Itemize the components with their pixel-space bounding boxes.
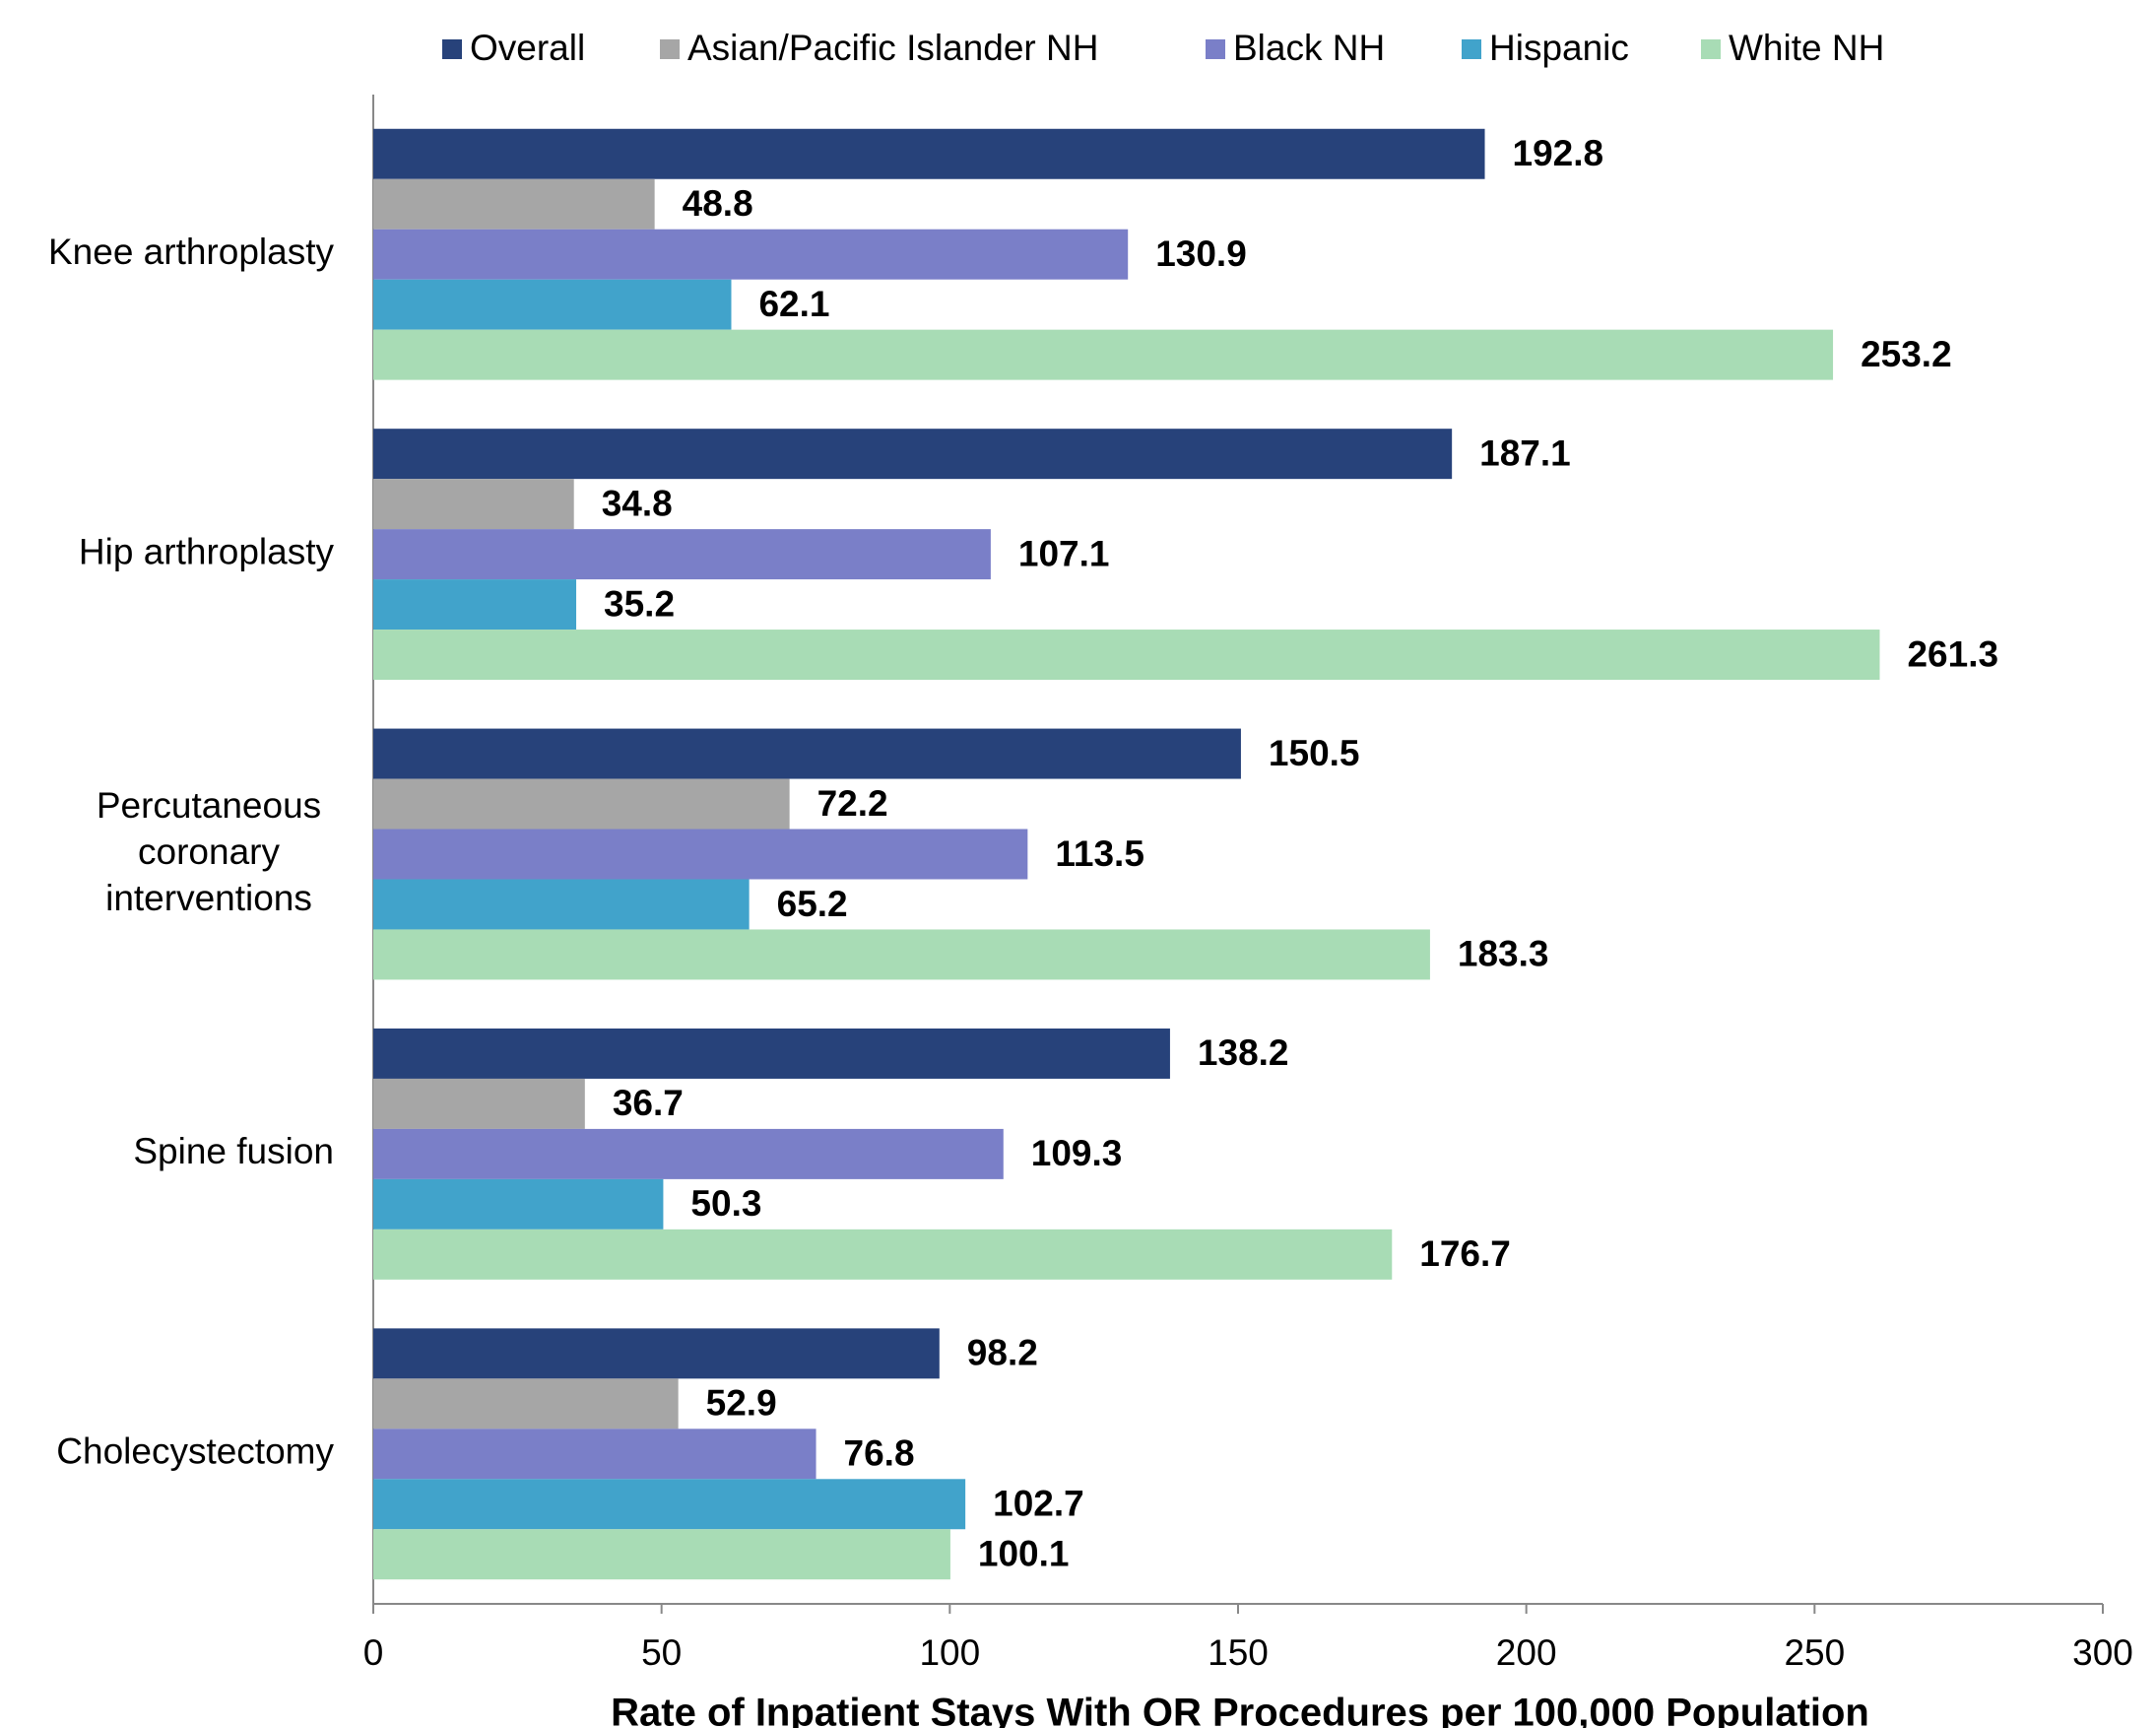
data-label: 76.8 bbox=[844, 1433, 915, 1474]
x-tick-label: 100 bbox=[919, 1632, 980, 1673]
legend-swatch bbox=[1462, 39, 1481, 59]
bar bbox=[373, 229, 1129, 280]
x-tick-label: 200 bbox=[1496, 1632, 1557, 1673]
bar bbox=[373, 1529, 950, 1580]
legend-swatch bbox=[1206, 39, 1225, 59]
bar bbox=[373, 1028, 1170, 1079]
x-tick-label: 0 bbox=[363, 1632, 384, 1673]
x-tick-label: 250 bbox=[1784, 1632, 1845, 1673]
data-label: 62.1 bbox=[758, 284, 829, 324]
y-tick-label-line: Percutaneous bbox=[97, 785, 321, 826]
bar bbox=[373, 1178, 664, 1230]
data-label: 183.3 bbox=[1458, 934, 1549, 974]
data-label: 109.3 bbox=[1031, 1133, 1123, 1173]
bar bbox=[373, 579, 577, 631]
y-tick-label-line: coronary bbox=[138, 831, 280, 872]
data-label: 102.7 bbox=[993, 1484, 1084, 1524]
bar bbox=[373, 1378, 679, 1429]
bar bbox=[373, 1229, 1393, 1280]
bar bbox=[373, 879, 750, 930]
bar bbox=[373, 1479, 966, 1530]
data-label: 35.2 bbox=[604, 583, 675, 624]
bar bbox=[373, 128, 1485, 179]
bar bbox=[373, 728, 1241, 779]
data-label: 150.5 bbox=[1269, 733, 1360, 773]
bar bbox=[373, 429, 1453, 480]
data-label: 50.3 bbox=[690, 1183, 761, 1224]
legend-label: White NH bbox=[1729, 28, 1884, 68]
data-label: 52.9 bbox=[706, 1383, 777, 1424]
data-label: 34.8 bbox=[602, 483, 673, 523]
data-label: 36.7 bbox=[613, 1083, 684, 1123]
legend-label: Hispanic bbox=[1489, 28, 1629, 68]
data-label: 113.5 bbox=[1055, 833, 1144, 874]
x-axis-title: Rate of Inpatient Stays With OR Procedur… bbox=[611, 1692, 1869, 1728]
bar bbox=[373, 529, 991, 580]
bar bbox=[373, 329, 1834, 380]
y-tick-label: Percutaneous coronary interventions bbox=[97, 785, 321, 918]
bar bbox=[373, 1429, 817, 1480]
bar bbox=[373, 1328, 940, 1379]
x-tick-label: 50 bbox=[641, 1632, 682, 1673]
bar bbox=[373, 279, 732, 330]
legend-label: Overall bbox=[470, 28, 585, 68]
legend-label: Asian/Pacific Islander NH bbox=[687, 28, 1098, 68]
data-label: 100.1 bbox=[978, 1534, 1070, 1574]
bar bbox=[373, 1078, 585, 1129]
data-label: 192.8 bbox=[1513, 133, 1604, 173]
data-label: 253.2 bbox=[1861, 334, 1952, 374]
x-tick-label: 150 bbox=[1208, 1632, 1269, 1673]
data-label: 107.1 bbox=[1018, 533, 1110, 573]
data-label: 176.7 bbox=[1419, 1233, 1511, 1274]
bar bbox=[373, 778, 790, 830]
data-label: 65.2 bbox=[777, 884, 848, 924]
legend-swatch bbox=[1701, 39, 1721, 59]
y-tick-label: Knee arthroplasty bbox=[48, 232, 335, 272]
bar bbox=[373, 479, 574, 530]
bar bbox=[373, 829, 1028, 880]
legend-swatch bbox=[660, 39, 680, 59]
bar bbox=[373, 1128, 1004, 1179]
data-label: 48.8 bbox=[683, 183, 753, 224]
bar bbox=[373, 929, 1430, 980]
data-label: 261.3 bbox=[1907, 633, 1998, 674]
y-tick-label: Hip arthroplasty bbox=[79, 531, 335, 571]
y-tick-label: Spine fusion bbox=[133, 1131, 334, 1171]
legend-label: Black NH bbox=[1233, 28, 1385, 68]
y-tick-label-line: interventions bbox=[105, 878, 312, 918]
y-tick-label: Cholecystectomy bbox=[56, 1431, 334, 1472]
data-label: 187.1 bbox=[1479, 432, 1571, 473]
data-label: 130.9 bbox=[1155, 233, 1247, 274]
bar bbox=[373, 630, 1880, 681]
legend-swatch bbox=[442, 39, 462, 59]
bar bbox=[373, 178, 655, 230]
data-label: 138.2 bbox=[1198, 1032, 1289, 1073]
data-label: 98.2 bbox=[967, 1333, 1038, 1373]
data-label: 72.2 bbox=[817, 783, 888, 824]
x-tick-label: 300 bbox=[2072, 1632, 2133, 1673]
